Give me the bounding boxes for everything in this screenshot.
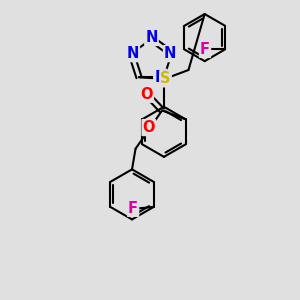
Text: O: O [140,87,153,102]
Text: N: N [154,70,167,85]
Text: F: F [200,42,210,57]
Text: N: N [145,30,158,45]
Text: O: O [142,120,155,135]
Text: S: S [160,71,171,86]
Text: F: F [128,201,138,216]
Text: N: N [164,46,176,61]
Text: N: N [127,46,139,61]
